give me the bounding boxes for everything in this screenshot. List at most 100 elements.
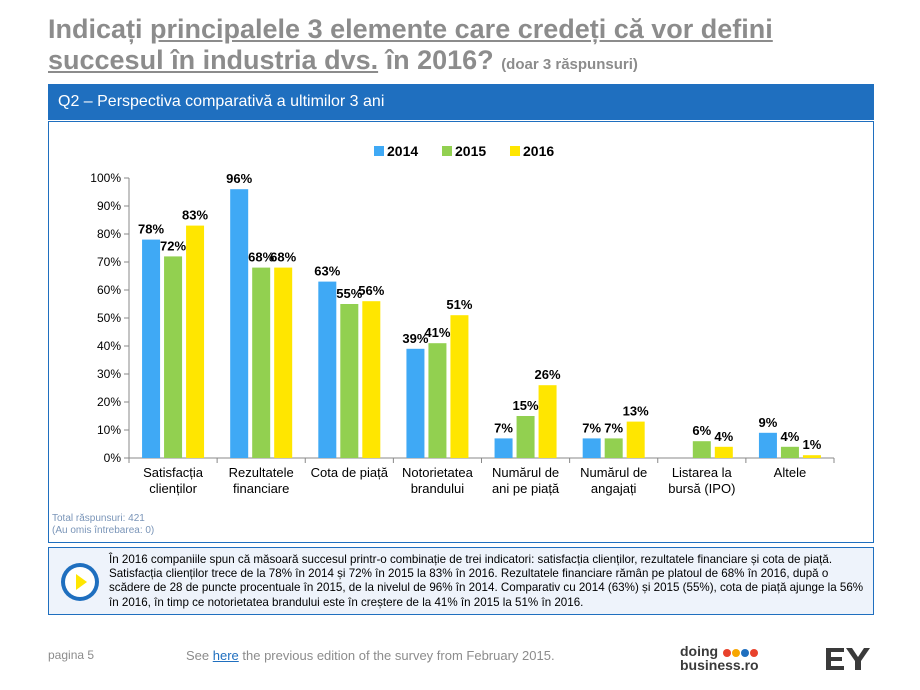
question-label: Q2 – Perspectiva comparativă a ultimilor…: [58, 93, 385, 110]
data-label: 39%: [402, 331, 428, 346]
bar-2016: [450, 315, 469, 458]
y-tick-label: 0%: [104, 451, 122, 465]
bar-2016: [186, 225, 205, 458]
category-label: Altele: [774, 465, 807, 480]
data-label: 7%: [604, 420, 623, 435]
ey-logo: [826, 648, 870, 670]
bar-2016: [274, 267, 293, 458]
legend-label: 2016: [523, 143, 554, 159]
y-tick-label: 90%: [97, 199, 121, 213]
data-label: 26%: [535, 367, 561, 382]
bar-chart: 0% 10% 20% 30% 40% 50% 60% 70% 80% 90% 100% 78%72% 8…: [90, 143, 835, 496]
data-label: 56%: [358, 283, 384, 298]
y-tick-label: 20%: [97, 395, 121, 409]
bar-2014: [230, 189, 249, 458]
legend-label: 2014: [387, 143, 418, 159]
skipped-responses: (Au omis întrebarea: 0): [52, 525, 155, 536]
total-responses: Total răspunsuri: 421: [52, 513, 145, 524]
bar-2015: [780, 446, 799, 458]
logo-word-doing: doing: [680, 643, 719, 659]
y-tick-label: 50%: [97, 311, 121, 325]
bar-2015: [516, 416, 535, 458]
data-label: 96%: [226, 171, 252, 186]
category-label: Rezultatele: [229, 465, 294, 480]
bar-2016: [538, 385, 557, 458]
bar-2015: [340, 304, 359, 458]
data-label: 41%: [424, 325, 450, 340]
category-label: clienților: [149, 481, 197, 496]
data-label: 4%: [714, 429, 733, 444]
data-label: 7%: [582, 420, 601, 435]
category-label: bursă (IPO): [668, 481, 735, 496]
footer-note-pre: See: [186, 648, 213, 663]
y-tick-label: 100%: [90, 171, 121, 185]
bar-2014: [142, 239, 161, 458]
bar-2015: [428, 343, 447, 458]
data-label: 4%: [781, 429, 800, 444]
data-label: 13%: [623, 404, 649, 419]
category-label: Notorietatea: [402, 465, 474, 480]
category-label: Cota de piață: [311, 465, 389, 480]
bar-2014: [318, 281, 337, 458]
data-label: 63%: [314, 264, 340, 279]
bar-2014: [406, 348, 425, 458]
bar-2016: [362, 301, 381, 458]
data-label: 7%: [494, 420, 513, 435]
summary-box: În 2016 companiile spun că măsoară succe…: [48, 547, 874, 615]
y-tick-label: 80%: [97, 227, 121, 241]
logo-word-business: business.ro: [680, 656, 759, 673]
y-tick-label: 10%: [97, 423, 121, 437]
title-pre: Indicați: [48, 14, 151, 44]
bar-2015: [164, 256, 183, 458]
totals-note: Total răspunsuri: 421 (Au omis întrebare…: [52, 513, 154, 537]
summary-text: În 2016 companiile spun că măsoară succe…: [109, 553, 864, 609]
data-label: 15%: [513, 398, 539, 413]
logo-dot: [741, 648, 749, 657]
title-note: (doar 3 răspunsuri): [501, 56, 638, 73]
bar-2014: [494, 438, 513, 458]
title-post: în 2016?: [378, 45, 494, 75]
y-tick-label: 40%: [97, 339, 121, 353]
legend-label: 2015: [455, 143, 486, 159]
bar-2016: [802, 455, 821, 458]
play-arrow-icon: [61, 563, 99, 601]
category-label: Numărul de: [580, 465, 647, 480]
y-tick-label: 30%: [97, 367, 121, 381]
legend-swatch: [442, 146, 452, 156]
doingbusiness-logo: doing business.ro: [680, 643, 759, 673]
data-label: 9%: [759, 415, 778, 430]
bar-2016: [626, 421, 645, 458]
category-label: Listarea la: [672, 465, 733, 480]
previous-edition-link[interactable]: here: [212, 648, 239, 663]
category-label: financiare: [233, 481, 289, 496]
bar-2014: [758, 432, 777, 458]
logo-dot: [750, 648, 758, 657]
logo-dot: [723, 648, 731, 657]
data-label: 51%: [446, 297, 472, 312]
data-label: 1%: [803, 437, 822, 452]
page-title: Indicați principalele 3 elemente care cr…: [48, 14, 848, 80]
data-label: 78%: [138, 222, 164, 237]
legend-swatch: [510, 146, 520, 156]
chart-panel: 0% 10% 20% 30% 40% 50% 60% 70% 80% 90% 100% 78% 72% 8…: [48, 121, 874, 543]
footer-note-post: the previous edition of the survey from …: [238, 648, 555, 663]
data-label: 72%: [160, 238, 186, 253]
data-label: 6%: [692, 423, 711, 438]
data-label: 83%: [182, 208, 208, 223]
question-band: Q2 – Perspectiva comparativă a ultimilor…: [48, 84, 874, 120]
legend-swatch: [374, 146, 384, 156]
y-tick-label: 70%: [97, 255, 121, 269]
category-label: Numărul de: [492, 465, 559, 480]
bar-2015: [604, 438, 623, 458]
bar-2015: [692, 441, 711, 458]
y-tick-label: 60%: [97, 283, 121, 297]
title-underlined: principalele 3 elemente care credeți că …: [48, 14, 773, 75]
category-label: angajați: [591, 481, 637, 496]
category-label: brandului: [411, 481, 465, 496]
logo-dots: [722, 646, 758, 659]
logo-dot: [732, 648, 740, 657]
category-label: ani pe piață: [492, 481, 560, 496]
bar-2014: [582, 438, 601, 458]
page-number: pagina 5: [48, 648, 95, 662]
category-label: Satisfacția: [143, 465, 204, 480]
